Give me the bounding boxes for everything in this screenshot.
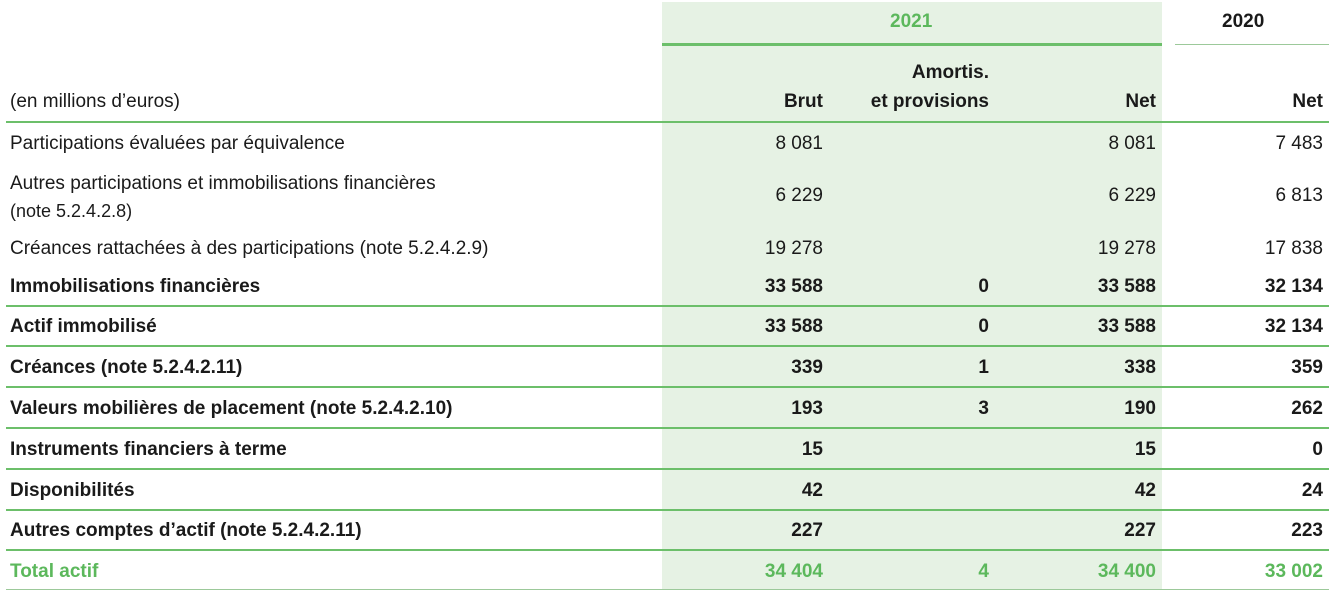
row-brut: 33 588 (764, 276, 823, 297)
column-2021-shading (662, 2, 1162, 589)
row-brut: 227 (791, 520, 823, 541)
row-divider (6, 305, 1329, 307)
row-net-prev: 32 134 (1264, 316, 1323, 337)
row-brut: 15 (801, 439, 823, 460)
row-divider (6, 468, 1329, 470)
row-net-prev: 262 (1291, 398, 1323, 419)
table-bottom-line (6, 589, 1329, 590)
year-2020-header: 2020 (1222, 11, 1265, 32)
row-amort: 0 (978, 276, 989, 297)
header-divider-2021 (662, 43, 1162, 46)
col-net-prev-header: Net (1292, 91, 1323, 112)
row-net-prev: 32 134 (1264, 276, 1323, 297)
row-net: 42 (1134, 480, 1156, 501)
col-amort-header-line1: Amortis. (911, 62, 989, 83)
total-amort: 4 (978, 561, 989, 582)
row-label: Instruments financiers à terme (10, 439, 287, 460)
row-divider (6, 427, 1329, 429)
row-divider (6, 345, 1329, 347)
row-divider (6, 549, 1329, 551)
row-label: Actif immobilisé (10, 316, 157, 337)
total-label: Total actif (10, 561, 99, 582)
row-net: 338 (1124, 357, 1156, 378)
col-amort-header-line2: et provisions (870, 91, 989, 112)
row-amort: 1 (978, 357, 989, 378)
row-net: 6 229 (1108, 185, 1156, 206)
row-brut: 6 229 (775, 185, 823, 206)
unit-label: (en millions d’euros) (10, 91, 181, 112)
total-brut: 34 404 (764, 561, 823, 582)
row-label-line2: (note 5.2.4.2.8) (10, 201, 133, 221)
year-2021-header: 2021 (890, 11, 933, 32)
row-brut: 33 588 (764, 316, 823, 337)
row-net: 227 (1124, 520, 1156, 541)
row-label: Disponibilités (10, 480, 135, 501)
row-brut: 19 278 (764, 238, 823, 259)
col-brut-header: Brut (783, 91, 823, 112)
row-net-prev: 24 (1301, 480, 1323, 501)
row-net-prev: 17 838 (1264, 238, 1323, 259)
row-label: Autres comptes d’actif (note 5.2.4.2.11) (10, 520, 362, 541)
row-net: 33 588 (1097, 276, 1156, 297)
header-divider-2020 (1175, 44, 1329, 45)
total-net: 34 400 (1097, 561, 1156, 582)
row-label: Participations évaluées par équivalence (10, 133, 345, 154)
row-net: 33 588 (1097, 316, 1156, 337)
row-brut: 339 (791, 357, 823, 378)
row-divider (6, 509, 1329, 511)
header-bottom-line (6, 121, 1329, 123)
row-net-prev: 0 (1312, 439, 1323, 460)
row-net-prev: 6 813 (1275, 185, 1323, 206)
row-label: Créances (note 5.2.4.2.11) (10, 357, 243, 378)
row-net: 8 081 (1108, 133, 1156, 154)
row-label: Autres participations et immobilisations… (10, 173, 436, 194)
row-divider (6, 386, 1329, 388)
row-net: 190 (1124, 398, 1156, 419)
row-amort: 0 (978, 316, 989, 337)
row-amort: 3 (978, 398, 989, 419)
row-net-prev: 359 (1291, 357, 1323, 378)
row-label: Créances rattachées à des participations… (10, 238, 489, 259)
row-net-prev: 223 (1291, 520, 1323, 541)
total-net-prev: 33 002 (1264, 561, 1323, 582)
row-net: 19 278 (1097, 238, 1156, 259)
row-brut: 193 (791, 398, 823, 419)
row-brut: 8 081 (775, 133, 823, 154)
row-label: Valeurs mobilières de placement (note 5.… (10, 398, 453, 419)
row-net-prev: 7 483 (1275, 133, 1323, 154)
row-label: Immobilisations financières (10, 276, 261, 297)
row-net: 15 (1134, 439, 1156, 460)
col-net-header: Net (1125, 91, 1156, 112)
row-brut: 42 (801, 480, 823, 501)
